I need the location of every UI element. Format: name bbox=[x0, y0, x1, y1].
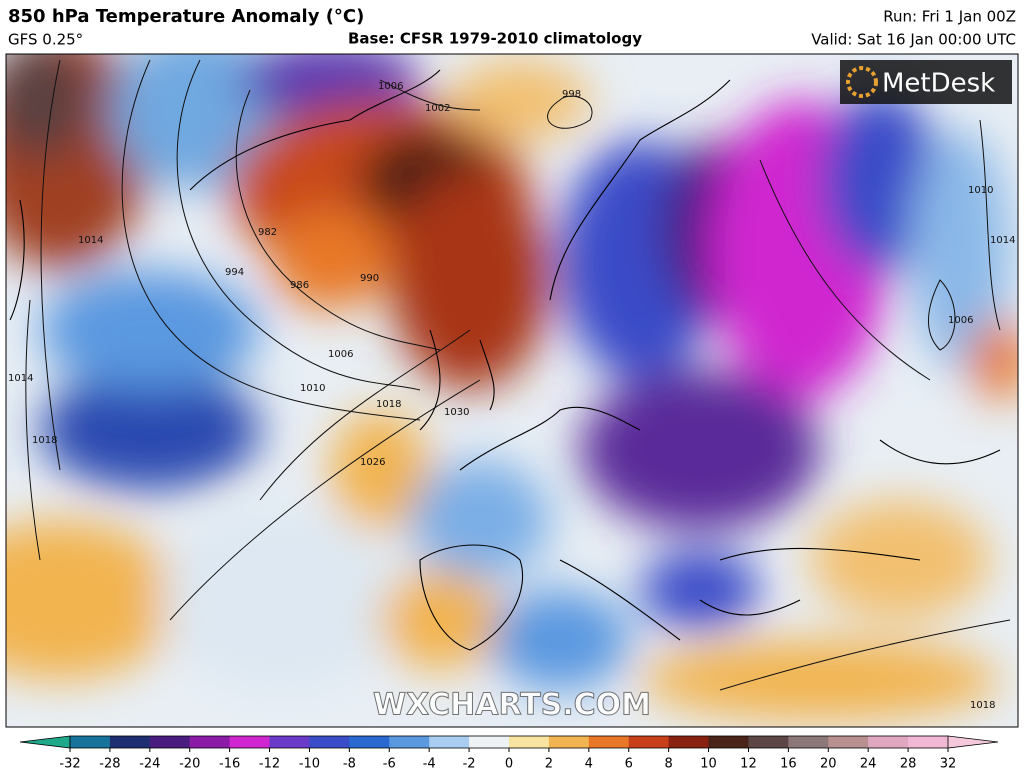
isobar-label: 994 bbox=[225, 267, 244, 278]
colorbar-tick-label: 32 bbox=[940, 757, 957, 772]
colorbar-bin bbox=[548, 736, 590, 748]
colorbar-bin bbox=[389, 736, 430, 748]
isobar-label: 1006 bbox=[948, 315, 973, 326]
colorbar-tick-label: 0 bbox=[505, 757, 513, 772]
model: GFS 0.25° bbox=[8, 31, 83, 49]
isobars bbox=[25, 59, 1011, 691]
isobar-label: 990 bbox=[360, 273, 379, 284]
colorbar-bin bbox=[509, 736, 550, 748]
isobar-label: 1014 bbox=[78, 235, 103, 246]
colorbar-tick-label: -8 bbox=[343, 757, 356, 772]
isobar-label-group: 1006 1002 998 982 994 986 990 1006 1010 … bbox=[8, 81, 1015, 711]
isobar-label: 1010 bbox=[300, 383, 325, 394]
title: 850 hPa Temperature Anomaly (°C) bbox=[8, 6, 364, 27]
isobar-label: 1006 bbox=[328, 349, 353, 360]
colorbar-tick-label: 20 bbox=[820, 757, 837, 772]
colorbar-bin bbox=[868, 736, 909, 748]
isobar-label: 1030 bbox=[444, 407, 469, 418]
colorbar-bin bbox=[588, 736, 630, 748]
isobar-label: 1010 bbox=[968, 185, 993, 196]
colorbar-tick-label: -4 bbox=[423, 757, 436, 772]
colorbar-tick-label: 2 bbox=[545, 757, 553, 772]
isobar-label: 1014 bbox=[8, 373, 33, 384]
colorbar-bin bbox=[149, 736, 191, 748]
colorbar-bin bbox=[70, 736, 111, 748]
colorbar-tick-label: 28 bbox=[900, 757, 917, 772]
coastlines bbox=[9, 69, 1001, 651]
colorbar-bin bbox=[229, 736, 271, 748]
colorbar-bin bbox=[828, 736, 869, 748]
colorbar-bin bbox=[668, 736, 710, 748]
colorbar-tick-label: -20 bbox=[179, 757, 200, 772]
isobar-label: 1026 bbox=[360, 457, 385, 468]
run: Run: Fri 1 Jan 00Z bbox=[883, 8, 1016, 26]
isobar-label: 1006 bbox=[378, 81, 403, 92]
colorbar-tick-label: 8 bbox=[664, 757, 672, 772]
isobar-label: 1002 bbox=[425, 103, 450, 114]
colorbar-tick-label: 16 bbox=[780, 757, 797, 772]
isobar-label: 1018 bbox=[32, 435, 57, 446]
colorbar-tick-label: 24 bbox=[860, 757, 877, 772]
map-frame bbox=[5, 53, 1019, 728]
isobar-label: 998 bbox=[562, 89, 581, 100]
colorbar-extension bbox=[19, 735, 71, 749]
colorbar-tick-label: -10 bbox=[299, 757, 320, 772]
colorbar-extension bbox=[947, 735, 999, 749]
colorbar-tick-label: 4 bbox=[585, 757, 593, 772]
isobar-label: 982 bbox=[258, 227, 277, 238]
colorbar-bin bbox=[309, 736, 350, 748]
colorbar-bin bbox=[349, 736, 390, 748]
colorbar-bin bbox=[788, 736, 829, 748]
colorbar-bin bbox=[469, 736, 510, 748]
colorbar-tick-label: -6 bbox=[383, 757, 396, 772]
colorbar-tick-label: -12 bbox=[259, 757, 280, 772]
colorbar-tick-label: 12 bbox=[740, 757, 757, 772]
isobar-label: 986 bbox=[290, 280, 309, 291]
isobar-label: 1018 bbox=[970, 700, 995, 711]
isobar-label: 1014 bbox=[990, 235, 1015, 246]
colorbar-tick-label: 6 bbox=[625, 757, 633, 772]
colorbar-tick-label: -16 bbox=[219, 757, 240, 772]
colorbar-bin bbox=[109, 736, 151, 748]
colorbar-bin bbox=[708, 736, 749, 748]
colorbar-bin bbox=[908, 736, 949, 748]
colorbar-bin bbox=[748, 736, 789, 748]
colorbar: -32 -28 -24 -20 -16 -12 -10 -8 -6 -4 -2 0 2 4 6 8 10 12 16… bbox=[19, 735, 999, 772]
watermark: WXCHARTS.COM bbox=[373, 688, 651, 723]
anomaly-field bbox=[6, 54, 1018, 720]
colorbar-bin bbox=[429, 736, 470, 748]
colorbar-tick-label: -28 bbox=[99, 757, 120, 772]
logo: MetDesk bbox=[840, 60, 1012, 104]
logo-box bbox=[840, 60, 1012, 104]
colorbar-tick-label: -32 bbox=[59, 757, 80, 772]
colorbar-tick-label: 10 bbox=[700, 757, 717, 772]
isobar-label: 1018 bbox=[376, 399, 401, 410]
colorbar-bin bbox=[269, 736, 310, 748]
logo-text: MetDesk bbox=[882, 69, 995, 99]
valid: Valid: Sat 16 Jan 00:00 UTC bbox=[811, 31, 1016, 49]
logo-icon bbox=[846, 66, 878, 98]
colorbar-bin bbox=[628, 736, 670, 748]
colorbar-tick-label: -24 bbox=[139, 757, 160, 772]
base: Base: CFSR 1979-2010 climatology bbox=[348, 30, 642, 48]
map: 1006 1002 998 982 994 986 990 1006 1010 … bbox=[6, 54, 1018, 727]
colorbar-tick-label: -2 bbox=[463, 757, 476, 772]
colorbar-bin bbox=[189, 736, 231, 748]
